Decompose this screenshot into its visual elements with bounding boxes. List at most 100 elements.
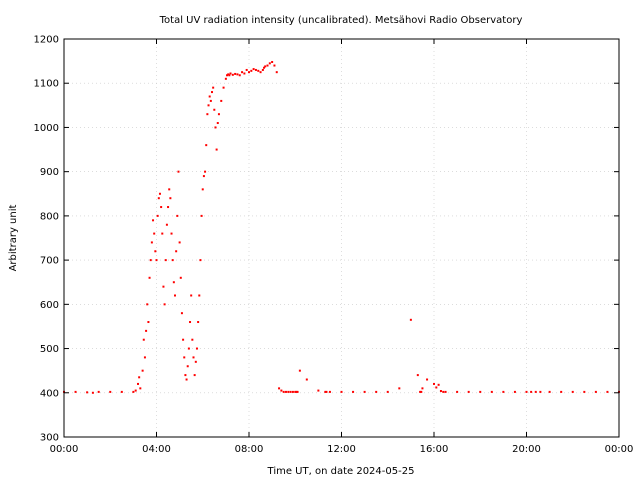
- data-point: [170, 232, 173, 235]
- data-point: [295, 390, 298, 393]
- data-point: [435, 386, 438, 389]
- data-point: [263, 66, 266, 69]
- data-point: [176, 214, 179, 217]
- data-point: [183, 356, 186, 359]
- data-point: [208, 95, 211, 98]
- data-point: [177, 170, 180, 173]
- x-tick-label: 12:00: [327, 444, 356, 455]
- data-point: [325, 390, 328, 393]
- y-tick-label: 300: [40, 433, 59, 444]
- data-point: [201, 188, 204, 191]
- y-tick-label: 400: [40, 388, 59, 399]
- data-point: [165, 223, 168, 226]
- data-point: [186, 365, 189, 368]
- data-point: [164, 259, 167, 262]
- data-point: [152, 219, 155, 222]
- data-point: [146, 303, 149, 306]
- data-point: [444, 390, 447, 393]
- data-point: [467, 390, 470, 393]
- y-tick-label: 600: [40, 300, 59, 311]
- data-point: [182, 338, 185, 341]
- data-point: [187, 347, 190, 350]
- data-point: [207, 104, 210, 107]
- data-point: [161, 232, 164, 235]
- x-tick-label: 20:00: [512, 444, 541, 455]
- chart-title: Total UV radiation intensity (uncalibrat…: [159, 15, 523, 26]
- data-point: [216, 122, 219, 125]
- data-point: [571, 390, 574, 393]
- data-point: [189, 321, 192, 324]
- data-point: [248, 71, 250, 74]
- data-point: [138, 376, 141, 379]
- data-point: [594, 390, 597, 393]
- data-point: [280, 389, 283, 392]
- data-point: [289, 390, 292, 393]
- data-point: [298, 369, 301, 372]
- data-point: [340, 390, 343, 393]
- data-point: [168, 188, 171, 191]
- data-point: [287, 390, 290, 393]
- data-point: [142, 338, 145, 341]
- data-point: [294, 390, 297, 393]
- data-point: [456, 390, 459, 393]
- data-point: [199, 259, 202, 262]
- data-point: [185, 378, 188, 381]
- data-point: [409, 318, 412, 321]
- data-point: [141, 369, 144, 372]
- data-point: [184, 374, 187, 377]
- data-point: [259, 71, 262, 74]
- data-point: [200, 214, 203, 217]
- data-point: [202, 175, 205, 178]
- data-point: [172, 281, 175, 284]
- data-point: [583, 390, 586, 393]
- data-point: [74, 390, 77, 393]
- data-point: [513, 390, 516, 393]
- data-point: [352, 390, 355, 393]
- data-point: [179, 276, 182, 279]
- data-point: [145, 329, 148, 332]
- data-point: [416, 374, 419, 377]
- data-point: [132, 390, 135, 393]
- data-point: [282, 390, 285, 393]
- y-tick-label: 1000: [34, 123, 59, 134]
- data-point: [86, 391, 89, 394]
- data-point: [530, 390, 533, 393]
- y-axis-title: Arbitrary unit: [8, 205, 19, 272]
- data-point: [606, 390, 609, 393]
- data-point: [149, 259, 152, 262]
- data-point: [148, 276, 151, 279]
- data-point: [139, 387, 142, 390]
- axis-ticks: 00:00 04:00 08:00 12:00 16:00 20:00 00:0030040…: [34, 35, 634, 456]
- data-point: [157, 197, 160, 200]
- data-point: [191, 338, 194, 341]
- data-point: [120, 390, 123, 393]
- data-point: [264, 65, 267, 68]
- data-point: [217, 113, 220, 116]
- data-point: [167, 206, 170, 209]
- data-point: [162, 285, 165, 288]
- data-point: [155, 259, 158, 262]
- data-point: [214, 126, 217, 129]
- y-tick-label: 1100: [34, 79, 59, 90]
- data-point: [193, 374, 196, 377]
- data-point: [192, 356, 195, 359]
- data-point: [254, 68, 257, 71]
- data-point: [234, 72, 237, 75]
- data-point: [539, 390, 542, 393]
- data-point: [419, 390, 422, 393]
- data-point: [175, 250, 178, 253]
- data-point: [375, 390, 378, 393]
- data-point: [437, 383, 440, 386]
- data-point: [433, 382, 435, 385]
- data-point: [220, 99, 223, 102]
- data-point: [426, 378, 429, 381]
- data-point: [271, 60, 274, 63]
- data-point: [442, 390, 445, 393]
- data-point: [386, 390, 389, 393]
- data-point: [147, 321, 150, 324]
- x-axis-title: Time UT, on date 2024-05-25: [267, 466, 415, 477]
- x-tick-label: 04:00: [142, 444, 171, 455]
- data-point: [215, 148, 218, 151]
- data-point: [502, 390, 505, 393]
